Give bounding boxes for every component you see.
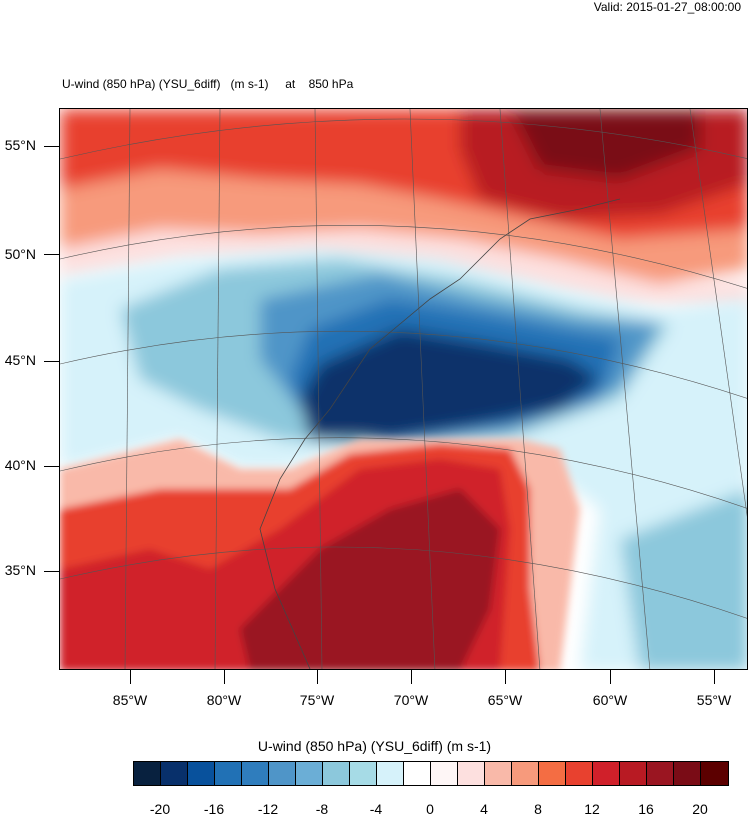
colorbar-swatch — [188, 762, 215, 785]
lon-label-55: 55°W — [696, 692, 732, 708]
south-positive-core — [240, 489, 500, 669]
colorbar-swatch — [593, 762, 620, 785]
colorbar-swatch — [485, 762, 512, 785]
colorbar — [133, 761, 729, 786]
colorbar-swatch — [377, 762, 404, 785]
lon-tick — [130, 670, 131, 684]
colorbar-swatch — [674, 762, 701, 785]
title-level: 850 hPa — [308, 77, 354, 91]
colorbar-swatch — [350, 762, 377, 785]
lon-tick — [317, 670, 318, 684]
colorbar-swatch — [647, 762, 674, 785]
colorbar-swatch — [215, 762, 242, 785]
colorbar-tick-label: -8 — [315, 801, 329, 817]
colorbar-swatch — [404, 762, 431, 785]
colorbar-tick-label: -12 — [257, 801, 279, 817]
lon-tick — [411, 670, 412, 684]
lat-label-35: 35°N — [4, 562, 36, 578]
colorbar-swatch — [134, 762, 161, 785]
colorbar-tick-label: 12 — [584, 801, 600, 817]
colorbar-tick-label: -4 — [369, 801, 383, 817]
colorbar-swatch — [431, 762, 458, 785]
lat-tick — [44, 571, 59, 572]
plot-title: U-wind (850 hPa) (YSU_6diff) (m s-1) at … — [62, 77, 353, 91]
colorbar-title: U-wind (850 hPa) (YSU_6diff) (m s-1) — [257, 738, 492, 754]
lon-label-80: 80°W — [206, 692, 242, 708]
colorbar-swatch — [620, 762, 647, 785]
lon-label-65: 65°W — [487, 692, 523, 708]
lon-label-60: 60°W — [592, 692, 628, 708]
lon-tick — [714, 670, 715, 684]
colorbar-swatch — [512, 762, 539, 785]
lon-label-75: 75°W — [299, 692, 335, 708]
lon-tick — [224, 670, 225, 684]
colorbar-tick-label: 20 — [692, 801, 708, 817]
colorbar-swatch — [296, 762, 323, 785]
lon-label-85: 85°W — [112, 692, 148, 708]
graticule — [60, 109, 747, 669]
southeast-negative — [620, 489, 747, 669]
colorbar-tick-label: 0 — [426, 801, 434, 817]
colorbar-swatch — [161, 762, 188, 785]
lon-tick — [610, 670, 611, 684]
map-frame — [59, 108, 748, 670]
colorbar-swatch — [323, 762, 350, 785]
strong-negative-core — [300, 329, 600, 439]
lat-label-40: 40°N — [4, 457, 36, 473]
colorbar-swatch — [242, 762, 269, 785]
colorbar-tick-label: 8 — [534, 801, 542, 817]
coastline — [259, 198, 621, 669]
lat-label-50: 50°N — [4, 246, 36, 262]
colorbar-tick-label: 4 — [480, 801, 488, 817]
lat-label-55: 55°N — [4, 137, 36, 153]
colorbar-tick-label: -20 — [149, 801, 171, 817]
valid-time-label: Valid: 2015-01-27_08:00:00 — [593, 0, 741, 14]
lat-label-45: 45°N — [4, 352, 36, 368]
lat-tick — [44, 361, 59, 362]
lon-tick — [505, 670, 506, 684]
north-weak-positive — [60, 229, 747, 309]
wind-field-map — [60, 109, 747, 669]
colorbar-swatch — [566, 762, 593, 785]
colorbar-swatch — [458, 762, 485, 785]
lat-tick — [44, 466, 59, 467]
title-at: at — [285, 77, 296, 91]
colorbar-swatch — [539, 762, 566, 785]
colorbar-swatch — [269, 762, 296, 785]
title-units: (m s-1) — [230, 77, 269, 91]
title-field: U-wind (850 hPa) (YSU_6diff) — [62, 77, 221, 91]
lat-tick — [44, 254, 59, 255]
north-positive-core — [510, 109, 700, 179]
lat-tick — [44, 146, 59, 147]
colorbar-swatch — [701, 762, 728, 785]
lon-label-70: 70°W — [393, 692, 429, 708]
colorbar-tick-label: -16 — [203, 801, 225, 817]
colorbar-tick-label: 16 — [638, 801, 654, 817]
